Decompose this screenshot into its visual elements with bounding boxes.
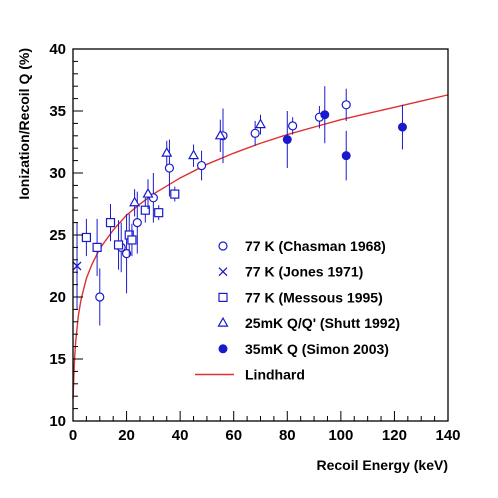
- data-marks-layer: [72, 86, 407, 326]
- x-tick-label: 140: [435, 427, 460, 444]
- legend-marker: [218, 344, 228, 354]
- y-tick-label: 40: [49, 41, 66, 58]
- data-point: [92, 242, 102, 252]
- lindhard-curve-layer: [72, 94, 449, 399]
- data-point: [154, 208, 164, 218]
- lindhard-curve: [72, 94, 449, 399]
- data-point: [81, 232, 91, 243]
- legend-label: 77 K (Messous 1995): [245, 289, 383, 305]
- x-tick-label: 120: [382, 427, 407, 444]
- x-tick-label: 0: [69, 427, 77, 444]
- data-point: [288, 121, 298, 131]
- legend-entry: 77 K (Messous 1995): [218, 289, 383, 305]
- x-tick-label: 100: [328, 427, 353, 444]
- legend-entry: 25mK Q/Q' (Shutt 1992): [217, 315, 400, 331]
- series-2: [72, 222, 82, 310]
- x-tick-label: 40: [172, 427, 189, 444]
- x-tick-label: 80: [279, 427, 296, 444]
- series-4: [129, 114, 267, 217]
- data-point: [254, 118, 267, 129]
- data-point: [105, 218, 116, 228]
- data-point: [170, 189, 180, 199]
- data-point: [250, 128, 260, 138]
- legend-label: 77 K (Chasman 1968): [245, 238, 386, 254]
- legend-entry: 77 K (Chasman 1968): [218, 238, 386, 254]
- x-tick-label: 60: [225, 427, 242, 444]
- data-point: [397, 122, 407, 132]
- data-point: [127, 235, 137, 245]
- y-tick-label: 10: [49, 413, 66, 430]
- y-axis-label: Ionization/Recoil Q (%): [16, 48, 32, 200]
- series-3: [81, 186, 180, 276]
- series-5: [282, 86, 407, 181]
- data-point: [142, 187, 154, 198]
- x-axis-label: Recoil Energy (keV): [317, 457, 449, 473]
- x-tick-label: 20: [118, 427, 135, 444]
- data-point: [129, 196, 141, 207]
- legend-label: 25mK Q/Q' (Shutt 1992): [245, 315, 400, 331]
- y-tick-label: 35: [49, 103, 66, 120]
- legend: 77 K (Chasman 1968) 77 K (Jones 1971) 77 K…: [195, 238, 400, 383]
- data-point: [95, 292, 105, 302]
- data-point: [282, 135, 292, 145]
- legend-marker: [218, 241, 228, 251]
- data-point: [214, 129, 226, 140]
- data-point: [341, 151, 351, 161]
- y-tick-label: 25: [49, 227, 66, 244]
- legend-label: 35mK Q (Simon 2003): [245, 341, 389, 357]
- legend-marker: [218, 267, 228, 277]
- legend-entry: 77 K (Jones 1971): [218, 264, 363, 280]
- data-point: [121, 249, 132, 259]
- legend-entry: 35mK Q (Simon 2003): [218, 341, 389, 357]
- data-point: [140, 205, 150, 215]
- y-tick-label: 15: [49, 351, 66, 368]
- axes-layer: 0 20 40 60 80 100 120 140 10 15 20 25 30 35 40: [49, 41, 460, 444]
- legend-label: 77 K (Jones 1971): [245, 264, 363, 280]
- legend-label: Lindhard: [245, 367, 305, 383]
- y-tick-label: 20: [49, 289, 66, 306]
- legend-marker: [217, 316, 229, 327]
- legend-marker: [218, 292, 228, 302]
- data-point: [113, 240, 124, 250]
- data-point: [341, 100, 351, 110]
- legend-entry: Lindhard: [195, 367, 305, 383]
- y-tick-label: 30: [49, 165, 66, 182]
- data-point: [132, 218, 142, 228]
- data-point: [188, 149, 200, 160]
- data-point: [72, 261, 82, 271]
- series-1: [95, 88, 351, 326]
- data-point: [161, 146, 173, 157]
- data-point: [320, 110, 330, 120]
- data-point: [196, 160, 207, 171]
- data-point: [164, 163, 175, 173]
